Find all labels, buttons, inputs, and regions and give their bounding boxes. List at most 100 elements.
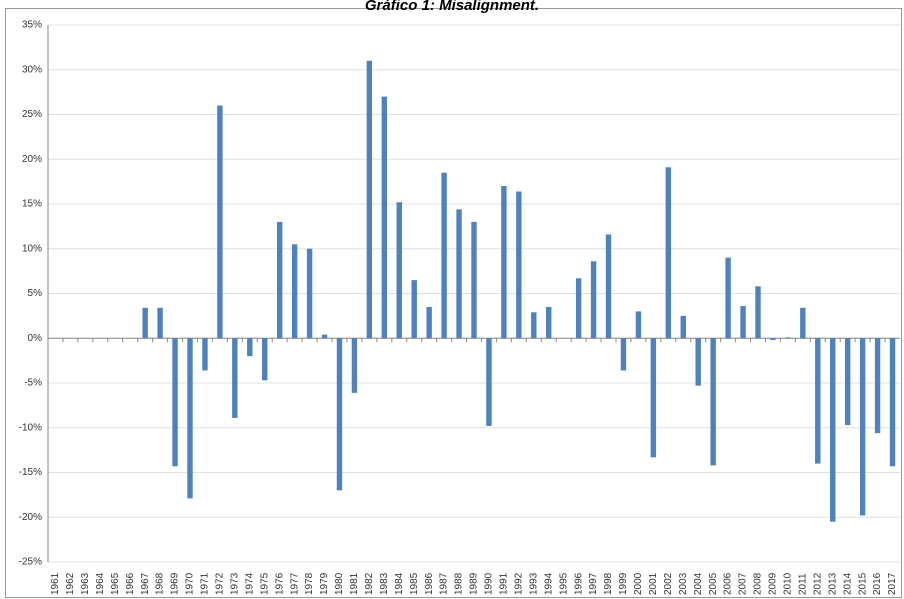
- bar: [531, 312, 537, 339]
- x-tick-label: 2007: [738, 572, 749, 595]
- x-tick-label: 1965: [110, 572, 121, 595]
- x-tick-label: 2000: [633, 572, 644, 595]
- x-tick-label: 1968: [155, 572, 166, 595]
- chart-title: Gráfico 1: Misalignment.: [365, 0, 539, 14]
- bar: [411, 280, 417, 339]
- x-tick-label: 1996: [573, 572, 584, 595]
- bar: [441, 172, 447, 339]
- bar: [800, 307, 806, 339]
- x-tick-label: 1997: [588, 572, 599, 595]
- y-tick-label: 35%: [22, 20, 42, 31]
- bar: [546, 306, 552, 339]
- x-tick-label: 1971: [200, 572, 211, 595]
- x-tick-label: 2010: [783, 572, 794, 595]
- x-tick-label: 1966: [125, 572, 136, 595]
- x-tick-label: 1994: [543, 572, 554, 595]
- x-tick-label: 2003: [678, 572, 689, 595]
- bar: [501, 186, 507, 339]
- x-tick-label: 1983: [379, 572, 390, 595]
- bar: [740, 306, 746, 339]
- x-tick-label: 2009: [768, 572, 779, 595]
- bar: [695, 338, 701, 386]
- bar: [262, 338, 268, 381]
- x-tick-label: 1969: [170, 572, 181, 595]
- bar: [844, 338, 851, 426]
- x-tick-label: 1988: [454, 572, 465, 595]
- bar: [456, 209, 462, 339]
- bar: [336, 338, 343, 491]
- x-tick-label: 1963: [80, 572, 91, 595]
- x-tick-label: 1974: [244, 572, 255, 595]
- x-tick-label: 2011: [797, 573, 808, 595]
- bar: [426, 306, 432, 339]
- x-tick-label: 1984: [394, 572, 405, 595]
- y-tick-label: 10%: [22, 243, 42, 254]
- x-tick-label: 1992: [513, 572, 524, 595]
- bar: [291, 244, 298, 339]
- chart-frame: [5, 8, 902, 598]
- x-tick-label: 2006: [723, 572, 734, 595]
- x-tick-label: 1978: [304, 572, 315, 595]
- x-tick-label: 1961: [50, 572, 61, 595]
- x-tick-label: 2016: [872, 572, 883, 595]
- y-tick-label: 5%: [28, 288, 43, 299]
- x-tick-label: 1964: [95, 572, 106, 595]
- x-tick-label: 2002: [663, 572, 674, 595]
- bar: [859, 338, 866, 516]
- bar: [710, 338, 716, 466]
- x-tick-label: 1975: [259, 572, 270, 595]
- bar: [590, 261, 597, 339]
- x-tick-label: 1976: [274, 572, 285, 595]
- y-tick-label: 20%: [22, 154, 42, 165]
- bar: [172, 338, 178, 467]
- x-tick-label: 2004: [693, 572, 704, 595]
- bar: [202, 338, 208, 371]
- bar: [605, 234, 612, 339]
- y-tick-label: -25%: [19, 557, 42, 568]
- y-tick-label: 15%: [22, 199, 42, 210]
- x-tick-label: 1986: [424, 572, 435, 595]
- y-tick-label: -5%: [24, 378, 42, 389]
- x-tick-label: 2008: [753, 572, 764, 595]
- x-tick-label: 2015: [857, 572, 868, 595]
- bar: [650, 338, 657, 458]
- y-tick-label: 0%: [28, 333, 43, 344]
- bar: [157, 307, 163, 339]
- x-tick-label: 1981: [349, 572, 360, 595]
- bar: [187, 338, 193, 499]
- x-tick-label: 2012: [812, 572, 823, 595]
- bar: [889, 338, 896, 467]
- x-tick-label: 1973: [229, 572, 240, 595]
- x-tick-label: 2005: [708, 572, 719, 595]
- x-tick-label: 2017: [887, 572, 898, 595]
- x-tick-label: 1977: [289, 572, 300, 595]
- bar: [366, 60, 373, 339]
- bar: [247, 338, 253, 357]
- x-tick-label: 1993: [528, 572, 539, 595]
- x-tick-label: 1982: [364, 572, 375, 595]
- x-tick-label: 1991: [499, 572, 510, 595]
- bar: [755, 286, 761, 339]
- bar: [680, 315, 686, 339]
- x-tick-label: 1998: [603, 572, 614, 595]
- bar: [276, 221, 283, 339]
- y-tick-label: 30%: [22, 64, 42, 75]
- x-tick-label: 1979: [319, 572, 330, 595]
- bar: [516, 191, 522, 339]
- x-tick-label: 2001: [648, 572, 659, 595]
- y-tick-label: -20%: [19, 512, 42, 523]
- bar: [665, 167, 672, 339]
- x-tick-label: 1967: [140, 572, 151, 595]
- bar: [381, 96, 388, 339]
- x-tick-label: 1962: [65, 572, 76, 595]
- y-tick-label: -10%: [19, 422, 42, 433]
- bar: [785, 337, 791, 339]
- bar: [351, 338, 358, 393]
- y-tick-label: -15%: [19, 467, 42, 478]
- x-tick-label: 1989: [469, 572, 480, 595]
- bar: [635, 311, 642, 339]
- x-tick-label: 1980: [334, 572, 345, 595]
- bar: [396, 202, 402, 339]
- x-tick-label: 2014: [842, 572, 853, 595]
